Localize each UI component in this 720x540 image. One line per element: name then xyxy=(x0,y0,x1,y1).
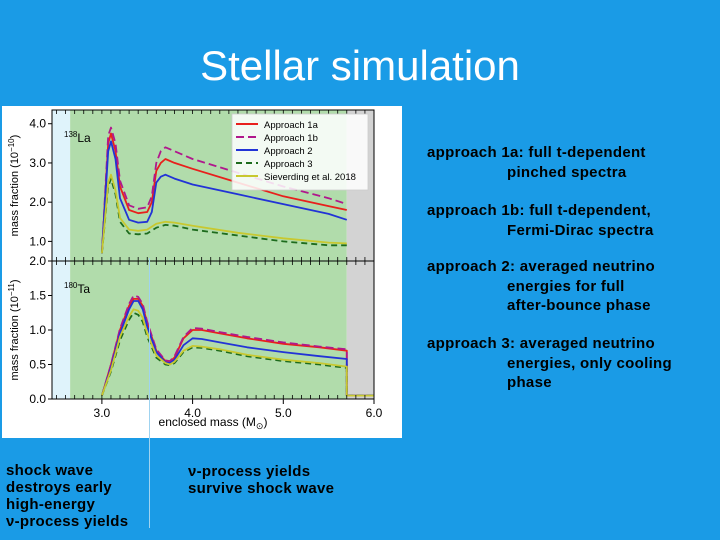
isotope-label: 180Ta xyxy=(64,281,90,296)
y-tick-label: 0.0 xyxy=(29,392,46,406)
y-tick-label: 2.0 xyxy=(29,254,46,268)
y-tick-label: 4.0 xyxy=(29,117,46,131)
caption-line: high-energy xyxy=(6,496,96,513)
legend-entry: Sieverding et al. 2018 xyxy=(264,172,356,183)
y-tick-label: 1.0 xyxy=(29,323,46,337)
y-axis-label: mass fraction (10−10) xyxy=(7,135,21,237)
bottom-right-caption: ν-process yields survive shock wave xyxy=(188,463,334,497)
series-line-approach-3 xyxy=(101,177,347,254)
series-line-approach-1b xyxy=(101,294,374,397)
y-tick-label: 1.5 xyxy=(29,289,46,303)
chart-svg: 1.0 2.0 3.0 4.0 138La mass fraction (10−10) Ap… xyxy=(7,109,383,431)
x-tick-label: 3.0 xyxy=(94,406,111,420)
note-approach-1b: approach 1b: full t-dependent, Fermi-Dir… xyxy=(427,201,654,240)
legend-entry: Approach 2 xyxy=(264,146,313,157)
series-line-approach-2 xyxy=(101,300,374,397)
y-tick-label: 3.0 xyxy=(29,156,46,170)
legend-entry: Approach 3 xyxy=(264,159,313,170)
chart-figure: 1.0 2.0 3.0 4.0 138La mass fraction (10−10) Ap… xyxy=(2,106,402,438)
caption-line: shock wave xyxy=(6,462,94,479)
y-tick-label: 0.5 xyxy=(29,358,46,372)
note-line: approach 3: averaged neutrino xyxy=(427,335,655,352)
caption-line: survive shock wave xyxy=(188,480,335,497)
series-line-sieverding-et-al-2018 xyxy=(101,173,347,254)
note-line: after-bounce phase xyxy=(507,297,651,314)
isotope-label: 138La xyxy=(64,130,91,145)
note-line: pinched spectra xyxy=(507,163,627,181)
series-line-approach-2 xyxy=(101,140,348,254)
shaded-region xyxy=(346,261,374,399)
note-approach-1a: approach 1a: full t-dependent pinched sp… xyxy=(427,143,646,182)
shock-position-line xyxy=(149,258,150,528)
shaded-region xyxy=(52,110,71,261)
bottom-left-caption: shock wave destroys early high-energy ν-… xyxy=(6,462,128,530)
note-line: Fermi-Dirac spectra xyxy=(507,221,654,239)
note-line: approach 2: averaged neutrino xyxy=(427,258,655,275)
series-line-approach-3 xyxy=(101,311,374,397)
legend-box xyxy=(231,113,369,191)
x-tick-label: 5.0 xyxy=(275,406,292,420)
x-tick-label: 4.0 xyxy=(184,406,201,420)
legend-entry: Approach 1a xyxy=(264,120,319,131)
series-line-approach-1a xyxy=(101,297,374,397)
series-line-sieverding-et-al-2018 xyxy=(101,308,374,397)
note-approach-2: approach 2: averaged neutrino energies f… xyxy=(427,257,655,316)
y-tick-label: 2.0 xyxy=(29,195,46,209)
note-line: energies, only cooling xyxy=(507,354,672,372)
note-line: energies for full xyxy=(507,277,625,295)
y-tick-label: 1.0 xyxy=(29,234,46,248)
caption-line: ν-process yields xyxy=(188,463,311,480)
y-axis-label: mass fraction (10−11) xyxy=(7,279,21,380)
x-tick-label: 6.0 xyxy=(366,406,383,420)
note-approach-3: approach 3: averaged neutrino energies, … xyxy=(427,334,672,393)
caption-line: destroys early xyxy=(6,479,112,496)
x-axis-label: enclosed mass (M⊙) xyxy=(159,415,268,431)
note-line: phase xyxy=(507,374,552,391)
slide-title: Stellar simulation xyxy=(200,42,520,89)
shaded-region xyxy=(52,261,71,399)
caption-line: ν-process yields xyxy=(6,513,129,530)
note-line: approach 1a: full t-dependent xyxy=(427,144,646,161)
note-line: approach 1b: full t-dependent, xyxy=(427,202,652,219)
legend-entry: Approach 1b xyxy=(264,133,318,144)
